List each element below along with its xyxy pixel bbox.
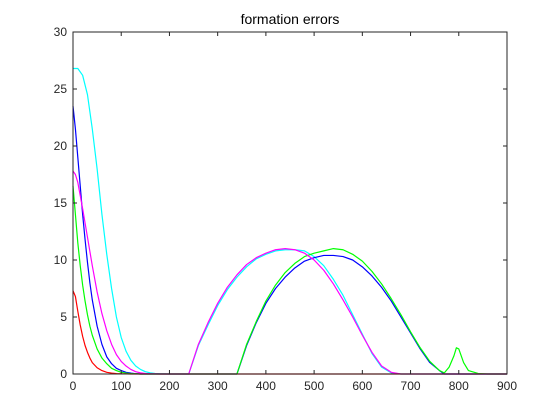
plot-area: [73, 32, 507, 374]
y-tick-label: 15: [54, 196, 68, 210]
x-tick-label: 700: [401, 379, 421, 393]
x-tick-label: 300: [208, 379, 228, 393]
y-tick-label: 5: [60, 310, 67, 324]
x-tick-label: 800: [449, 379, 469, 393]
x-tick-label: 500: [304, 379, 324, 393]
y-tick-label: 25: [54, 82, 68, 96]
y-tick-label: 20: [54, 139, 68, 153]
x-tick-label: 200: [159, 379, 179, 393]
y-tick-label: 0: [60, 367, 67, 381]
x-tick-label: 900: [497, 379, 517, 393]
chart-title: formation errors: [241, 11, 340, 27]
series-line-1: [73, 67, 507, 375]
series-layer: [72, 67, 507, 375]
x-tick-label: 0: [70, 379, 77, 393]
y-tick-label: 10: [54, 253, 68, 267]
series-line-3: [72, 185, 507, 375]
x-tick-label: 100: [111, 379, 131, 393]
x-tick-label: 600: [352, 379, 372, 393]
y-axis: 0 5 10 15 20 25 30: [54, 25, 507, 381]
y-tick-label: 30: [54, 25, 68, 39]
x-tick-label: 400: [256, 379, 276, 393]
series-line-4: [72, 170, 507, 375]
x-axis: 0 100 200 300 400 500 600 700 800 900: [70, 32, 517, 393]
